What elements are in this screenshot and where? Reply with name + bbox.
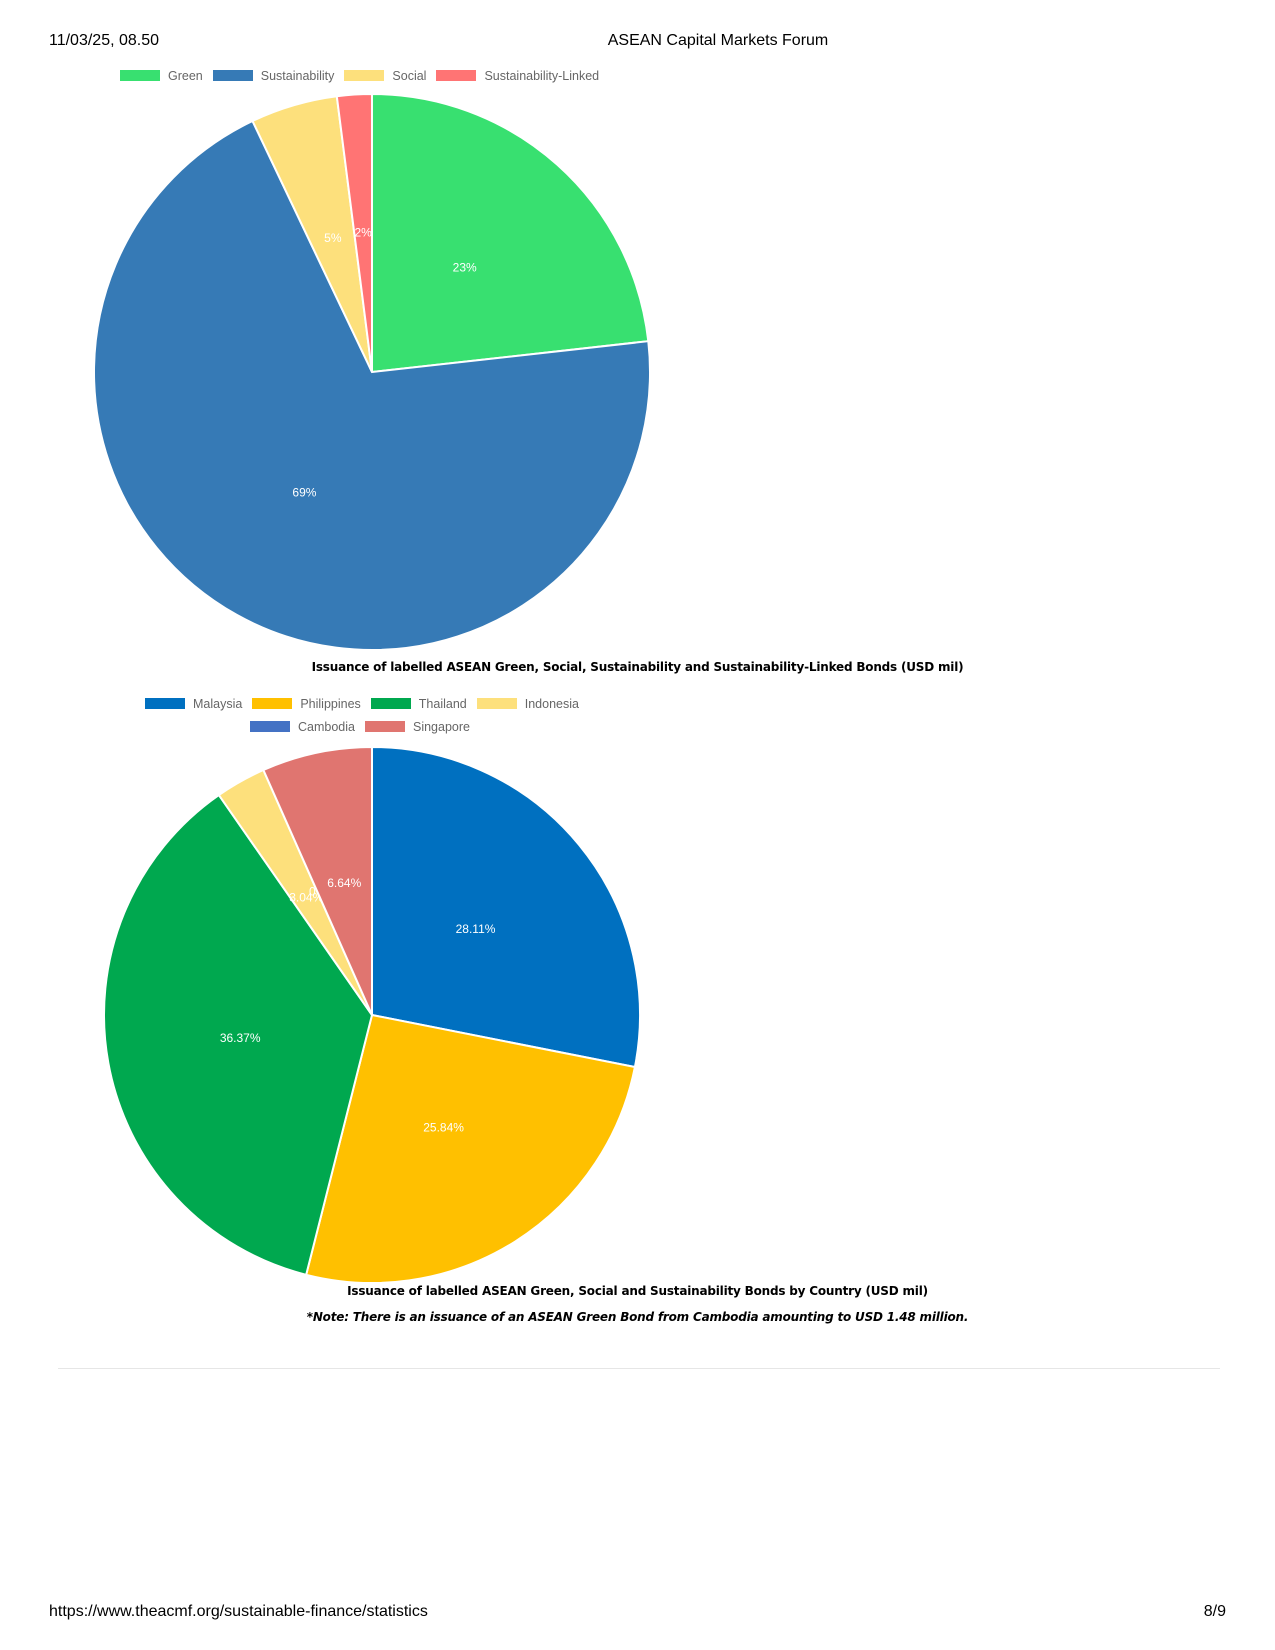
legend-swatch: [364, 721, 405, 732]
data-label-sustainability: 69%: [292, 486, 316, 500]
print-datetime: 11/03/25, 08.50: [49, 32, 160, 49]
page-title: ASEAN Capital Markets Forum: [607, 32, 829, 49]
divider: [58, 1368, 1220, 1369]
chart-1-title: Issuance of labelled ASEAN Green, Social…: [311, 660, 964, 674]
chart-2-legend: Malaysia Philippines Thailand Indonesia Camb…: [145, 692, 589, 738]
legend-item-singapore[interactable]: Singapore: [364, 719, 470, 734]
legend-row: Malaysia Philippines Thailand Indonesia: [145, 692, 589, 715]
data-label-malaysia: 28.11%: [456, 922, 496, 936]
legend-label: Sustainability-Linked: [484, 68, 600, 83]
pie-slice-sustainability[interactable]: [93, 119, 651, 651]
legend-swatch: [145, 698, 185, 709]
data-label-green: 23%: [453, 261, 477, 275]
legend-item-philippines[interactable]: Philippines: [252, 696, 361, 711]
legend-label: Social: [392, 68, 427, 83]
data-label-sustainability-linked: 2%: [355, 225, 373, 239]
legend-item-sustainability[interactable]: Sustainability: [212, 68, 335, 83]
legend-swatch: [252, 698, 293, 709]
legend-swatch: [250, 721, 290, 732]
chart-2-title: Issuance of labelled ASEAN Green, Social…: [347, 1284, 928, 1298]
legend-item-indonesia[interactable]: Indonesia: [476, 696, 579, 711]
pie-slice-green[interactable]: [371, 92, 650, 374]
legend-swatch: [370, 698, 411, 709]
legend-label: Sustainability: [260, 68, 335, 83]
data-label-singapore: 6.64%: [327, 876, 361, 890]
legend-swatch: [436, 70, 477, 81]
legend-item-sustainability-linked[interactable]: Sustainability-Linked: [436, 69, 599, 83]
chart-2-pie: 28.11%25.84%36.37%3.04%0%6.64%: [103, 745, 641, 1284]
legend-item-malaysia[interactable]: Malaysia: [145, 697, 242, 711]
page-header: 11/03/25, 08.50 ASEAN Capital Markets Fo…: [0, 32, 1275, 56]
legend-swatch: [344, 70, 385, 81]
legend-item-cambodia[interactable]: Cambodia: [250, 720, 355, 734]
data-label-thailand: 36.37%: [220, 1031, 261, 1045]
pie-slice-singapore[interactable]: [262, 745, 373, 1016]
legend-label: Indonesia: [524, 696, 579, 711]
legend-label: Philippines: [300, 696, 361, 711]
chart-1-legend: Green Sustainability Social Sustainability-…: [120, 64, 609, 87]
footer-url: https://www.theacmf.org/sustainable-fina…: [49, 1603, 428, 1620]
chart-2-note: *Note: There is an issuance of an ASEAN …: [306, 1310, 969, 1324]
chart-1-pie: 23% 69% 5% 2%: [93, 92, 651, 651]
pie-slice-philippines[interactable]: [304, 1013, 637, 1284]
legend-swatch: [120, 70, 160, 81]
legend-label: Green: [168, 68, 203, 83]
data-label-philippines: 25.84%: [423, 1120, 464, 1134]
legend-row: Cambodia Singapore: [145, 715, 589, 738]
legend-label: Singapore: [412, 719, 470, 734]
legend-swatch: [212, 70, 253, 81]
pie-slice-thailand[interactable]: [103, 793, 374, 1277]
legend-label: Malaysia: [193, 696, 243, 711]
data-label-social: 5%: [324, 231, 342, 245]
legend-item-social[interactable]: Social: [344, 69, 426, 83]
legend-label: Thailand: [418, 696, 467, 711]
legend-item-thailand[interactable]: Thailand: [370, 696, 467, 711]
legend-item-green[interactable]: Green: [120, 69, 203, 83]
footer-page-number: 8/9: [1203, 1603, 1226, 1620]
legend-swatch: [476, 698, 517, 709]
legend-label: Cambodia: [298, 719, 355, 734]
pie-slice-malaysia[interactable]: [371, 745, 641, 1069]
pie-slice-sustainability-linked[interactable]: [335, 92, 373, 373]
data-label-indonesia: 3.04%: [289, 890, 323, 904]
legend-row: Green Sustainability Social Sustainability-…: [120, 64, 609, 87]
